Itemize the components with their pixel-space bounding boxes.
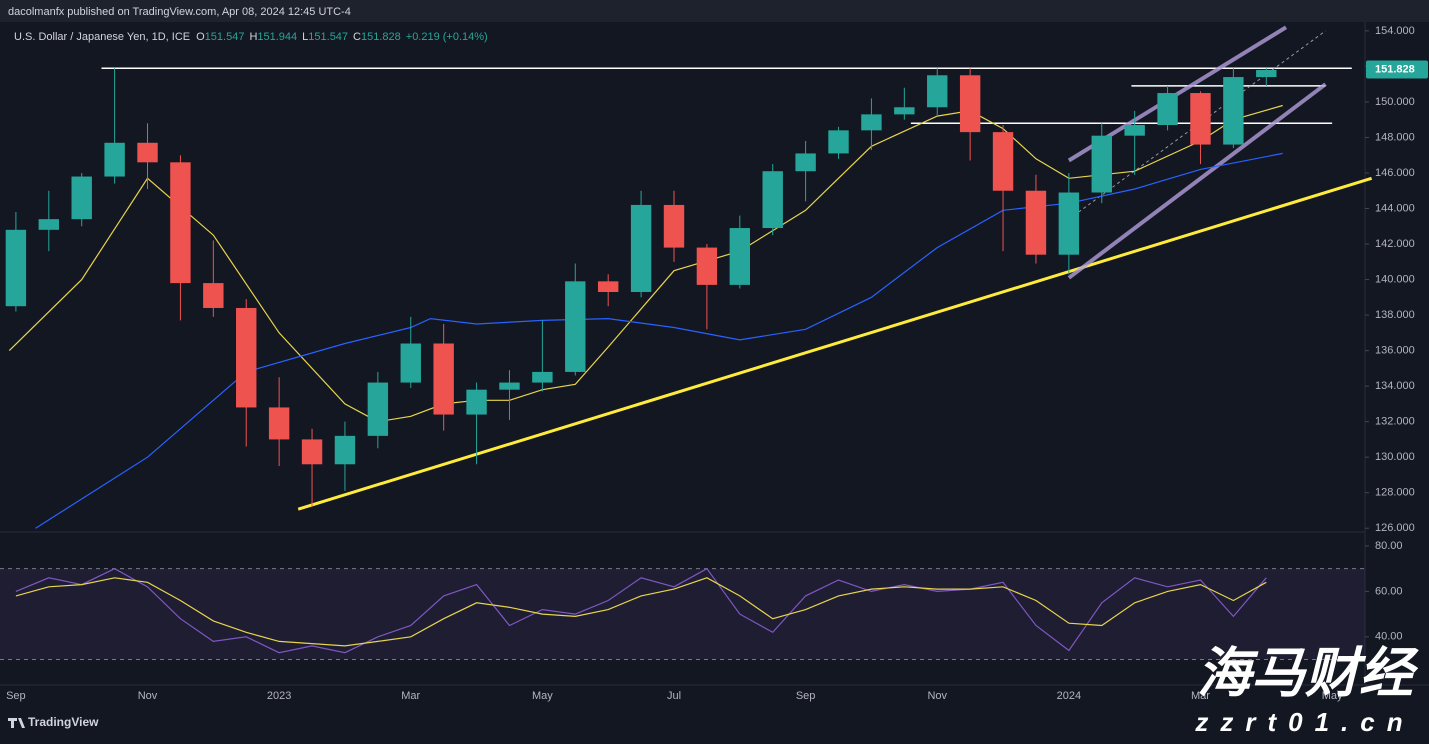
candle-body xyxy=(729,228,751,285)
ohlc-label: O xyxy=(196,31,205,43)
ohlc-value: 151.944 xyxy=(257,31,297,43)
candle-body xyxy=(532,371,553,383)
y-tick-label: 130.000 xyxy=(1375,451,1415,463)
x-tick-label: Mar xyxy=(401,690,420,702)
x-tick-label: 2023 xyxy=(267,690,291,702)
candle-body xyxy=(663,204,685,248)
ohlc-label: H xyxy=(249,31,257,43)
rsi-line xyxy=(15,577,1267,647)
candle-body xyxy=(1223,77,1244,145)
candle-body xyxy=(466,389,487,415)
candle-body xyxy=(499,382,520,390)
x-tick-label: Sep xyxy=(796,690,816,702)
y-tick-label: 134.000 xyxy=(1375,380,1415,392)
y-tick-label: 150.000 xyxy=(1375,96,1415,108)
y-tick-label: 144.000 xyxy=(1375,202,1415,214)
y-tick-label: 128.000 xyxy=(1375,487,1415,499)
y-tick-label: 146.000 xyxy=(1375,167,1415,179)
candle-body xyxy=(1157,93,1178,126)
candle-body xyxy=(597,281,619,292)
candle-body xyxy=(992,132,1014,191)
candle-body xyxy=(894,107,915,115)
brand-logo xyxy=(8,718,25,728)
x-tick-label: May xyxy=(532,690,553,702)
candle-body xyxy=(1124,125,1145,136)
drawing-line xyxy=(1067,82,1327,280)
candle-body xyxy=(137,142,158,163)
y-tick-label: 40.00 xyxy=(1375,631,1403,643)
candle-body xyxy=(1025,190,1047,255)
y-tick-label: 138.000 xyxy=(1375,309,1415,321)
candle-body xyxy=(927,75,948,108)
y-tick-label: 60.00 xyxy=(1375,585,1403,597)
ohlc-value: 151.547 xyxy=(205,31,245,43)
y-tick-label: 148.000 xyxy=(1375,131,1415,143)
top-bar xyxy=(0,0,1429,22)
candle-body xyxy=(1058,192,1080,255)
candle-body xyxy=(400,343,421,383)
ohlc-label: C xyxy=(353,31,361,43)
footer xyxy=(0,708,1429,739)
y-tick-label: 126.000 xyxy=(1375,522,1415,534)
candle-body xyxy=(630,204,652,292)
symbol: U.S. Dollar / Japanese Yen, 1D, ICE xyxy=(14,31,190,43)
watermark-site: zzrt01.cn xyxy=(1194,707,1414,737)
y-tick-label: 154.000 xyxy=(1375,25,1415,37)
candle-body xyxy=(71,176,92,220)
drawing-line xyxy=(1068,30,1326,220)
drawing-line xyxy=(297,176,1373,511)
y-tick-label: 140.000 xyxy=(1375,273,1415,285)
ohlc-value: 151.828 xyxy=(361,31,401,43)
x-tick-label: Nov xyxy=(138,690,158,702)
x-tick-label: Sep xyxy=(6,690,26,702)
last-price-label: 151.828 xyxy=(1375,63,1415,75)
candle-body xyxy=(828,130,849,154)
y-tick-label: 136.000 xyxy=(1375,345,1415,357)
y-tick-label: 142.000 xyxy=(1375,238,1415,250)
x-tick-label: 2024 xyxy=(1057,690,1081,702)
candle-body xyxy=(334,435,356,465)
watermark-name: 海马财经 xyxy=(1197,643,1419,703)
candle-body xyxy=(367,382,389,436)
candle-body xyxy=(795,153,816,172)
candle-body xyxy=(236,307,257,408)
brand[interactable]: TradingView xyxy=(28,715,99,729)
candle-body xyxy=(696,247,718,285)
publisher: dacolmanfx published on TradingView.com,… xyxy=(8,6,351,18)
candle-body xyxy=(1091,135,1112,193)
candle-body xyxy=(762,171,783,229)
candle-body xyxy=(301,439,323,465)
candle-body xyxy=(1256,69,1277,78)
candle-body xyxy=(268,407,290,440)
candle-body xyxy=(104,142,125,177)
candle-body xyxy=(5,229,27,307)
candle-body xyxy=(433,343,454,415)
x-tick-label: Jul xyxy=(667,690,681,702)
x-tick-label: May xyxy=(1322,690,1343,702)
y-tick-label: 80.00 xyxy=(1375,540,1403,552)
rsi-line xyxy=(15,567,1267,654)
candle-body xyxy=(170,162,191,284)
candle-body xyxy=(565,281,586,372)
x-tick-label: Nov xyxy=(927,690,947,702)
x-tick-label: Mar xyxy=(1191,690,1210,702)
candle-body xyxy=(38,219,60,230)
rsi-band xyxy=(0,568,1365,660)
ohlc-label: L xyxy=(302,31,308,43)
candle-body xyxy=(1190,93,1211,145)
last-price-box xyxy=(1366,60,1428,79)
change: +0.219 (+0.14%) xyxy=(406,31,488,43)
candle-body xyxy=(203,283,224,308)
candle-body xyxy=(861,114,882,131)
y-tick-label: 132.000 xyxy=(1375,416,1415,428)
candle-body xyxy=(959,75,981,133)
ohlc-value: 151.547 xyxy=(308,31,348,43)
